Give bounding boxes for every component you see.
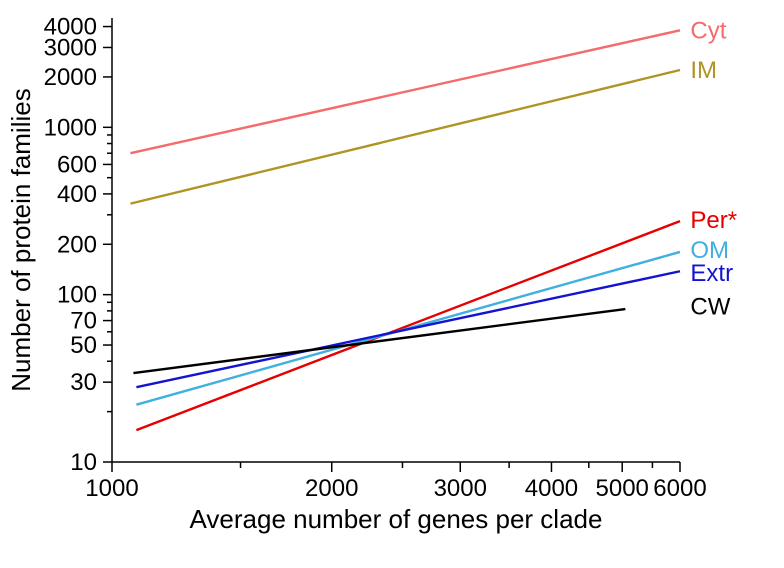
y-tick-label: 100 bbox=[57, 282, 97, 309]
x-tick-label: 2000 bbox=[305, 475, 358, 502]
y-tick-label: 50 bbox=[70, 332, 97, 359]
series-label-Cyt: Cyt bbox=[690, 17, 726, 44]
series-label-Per: Per* bbox=[690, 207, 737, 234]
series-line-Extr bbox=[136, 271, 680, 387]
series-line-IM bbox=[130, 70, 680, 204]
y-tick-label: 600 bbox=[57, 151, 97, 178]
series-line-CW bbox=[133, 309, 625, 373]
chart-svg: 1000 2000 3000 4000 50006000 10 30 5070100 200 40… bbox=[0, 0, 784, 568]
series-label-Extr: Extr bbox=[690, 260, 733, 287]
x-tick-label: 4000 bbox=[525, 475, 578, 502]
y-tick-label: 200 bbox=[57, 231, 97, 258]
y-tick-label: 1000 bbox=[44, 114, 97, 141]
y-tick-label: 70 bbox=[70, 308, 97, 335]
y-axis-label: Number of protein families bbox=[6, 88, 36, 391]
y-tick-label: 2000 bbox=[44, 64, 97, 91]
x-tick-label: 1000 bbox=[85, 475, 138, 502]
x-tick-label: 6000 bbox=[653, 475, 706, 502]
line-chart: 1000 2000 3000 4000 50006000 10 30 5070100 200 40… bbox=[0, 0, 784, 568]
series-line-Per bbox=[136, 221, 680, 430]
y-tick-label: 30 bbox=[70, 369, 97, 396]
x-tick-label: 3000 bbox=[434, 475, 487, 502]
x-axis-label: Average number of genes per clade bbox=[190, 504, 603, 534]
y-tick-label: 10 bbox=[70, 449, 97, 476]
x-tick-label: 5000 bbox=[596, 475, 649, 502]
y-tick-label: 400 bbox=[57, 181, 97, 208]
series-line-Cyt bbox=[130, 30, 680, 153]
series-label-IM: IM bbox=[690, 57, 717, 84]
series-label-CW: CW bbox=[690, 293, 730, 320]
y-tick-label: 4000 bbox=[44, 14, 97, 41]
